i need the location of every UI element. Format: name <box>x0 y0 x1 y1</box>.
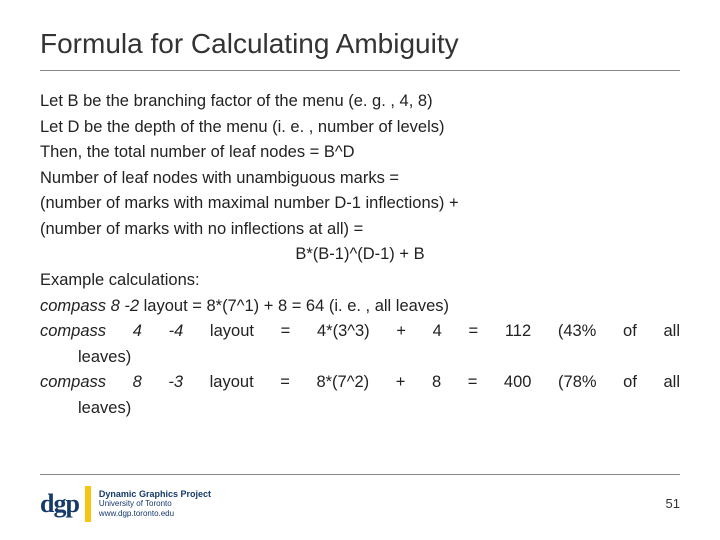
slide-footer: dgp Dynamic Graphics Project University … <box>40 474 680 526</box>
layout-calc: layout = 4*(3^3) + 4 = 112 (43% of all <box>183 322 680 340</box>
body-formula: B*(B-1)^(D-1) + B <box>40 242 680 268</box>
layout-name: compass 8 -3 <box>40 373 183 391</box>
slide-body: Let B be the branching factor of the men… <box>40 89 680 421</box>
body-line-wrap: leaves) <box>40 345 680 371</box>
slide-container: Formula for Calculating Ambiguity Let B … <box>0 0 720 540</box>
layout-name: compass 8 -2 <box>40 297 139 315</box>
body-line: compass 8 -3 layout = 8*(7^2) + 8 = 400 … <box>40 370 680 396</box>
body-line: Number of leaf nodes with unambiguous ma… <box>40 166 680 192</box>
org-line1: Dynamic Graphics Project <box>99 489 211 500</box>
logo-text-dgp: dgp <box>40 489 79 519</box>
body-line: Let D be the depth of the menu (i. e. , … <box>40 115 680 141</box>
layout-calc: layout = 8*(7^2) + 8 = 400 (78% of all <box>183 373 680 391</box>
body-line: Let B be the branching factor of the men… <box>40 89 680 115</box>
slide-title: Formula for Calculating Ambiguity <box>40 28 680 71</box>
logo-block: dgp Dynamic Graphics Project University … <box>40 486 211 522</box>
layout-name: compass 4 -4 <box>40 322 183 340</box>
body-line: Example calculations: <box>40 268 680 294</box>
body-line-wrap: leaves) <box>40 396 680 422</box>
body-line: (number of marks with no inflections at … <box>40 217 680 243</box>
page-number: 51 <box>666 496 680 511</box>
body-line: Then, the total number of leaf nodes = B… <box>40 140 680 166</box>
body-line: compass 8 -2 layout = 8*(7^1) + 8 = 64 (… <box>40 294 680 320</box>
body-line: compass 4 -4 layout = 4*(3^3) + 4 = 112 … <box>40 319 680 345</box>
logo-bar-icon <box>85 486 91 522</box>
layout-calc: layout = 8*(7^1) + 8 = 64 (i. e. , all l… <box>139 297 449 315</box>
org-line2: University of Toronto <box>99 499 211 509</box>
body-line: (number of marks with maximal number D-1… <box>40 191 680 217</box>
logo-org: Dynamic Graphics Project University of T… <box>99 489 211 519</box>
org-url: www.dgp.toronto.edu <box>99 509 211 519</box>
